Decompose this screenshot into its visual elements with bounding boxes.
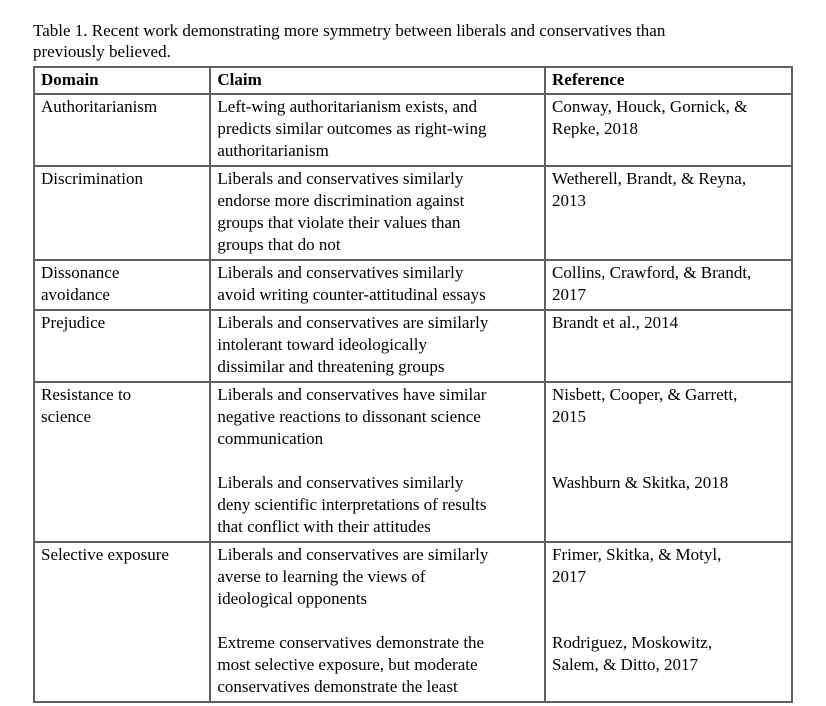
claim-paragraph: Liberals and conservatives are similarly…	[217, 313, 489, 376]
domain-cell: Resistance to science	[32, 381, 212, 543]
reference-paragraph: Nisbett, Cooper, & Garrett, 2015	[552, 385, 738, 426]
header-reference: Reference	[544, 66, 793, 95]
claim-cell: Liberals and conservatives are similarly…	[209, 541, 547, 703]
table-header: Domain Claim Reference	[32, 66, 793, 95]
reference-cell: Wetherell, Brandt, & Reyna, 2013	[544, 165, 793, 261]
table-row: Resistance to science Liberals and conse…	[32, 381, 793, 543]
header-row: Domain Claim Reference	[32, 66, 793, 95]
domain-text: Dissonance avoidance	[41, 263, 120, 304]
domain-text: Prejudice	[41, 313, 106, 332]
domain-cell: Authoritarianism	[32, 93, 212, 167]
domain-text: Authoritarianism	[41, 97, 158, 116]
table-row: Dissonance avoidance Liberals and conser…	[32, 259, 793, 311]
reference-paragraph: Rodriguez, Moskowitz, Salem, & Ditto, 20…	[552, 633, 713, 674]
reference-cell: Frimer, Skitka, & Motyl, 2017 Rodriguez, …	[544, 541, 793, 703]
table-row: Authoritarianism Left-wing authoritarian…	[32, 93, 793, 167]
reference-paragraph: Frimer, Skitka, & Motyl, 2017	[552, 545, 722, 586]
reference-cell: Collins, Crawford, & Brandt, 2017	[544, 259, 793, 311]
reference-cell: Conway, Houck, Gornick, & Repke, 2018	[544, 93, 793, 167]
reference-paragraph: Wetherell, Brandt, & Reyna, 2013	[552, 169, 747, 210]
reference-cell: Brandt et al., 2014	[544, 309, 793, 383]
claim-paragraph: Liberals and conservatives similarly avo…	[217, 263, 486, 304]
claim-paragraph: Extreme conservatives demonstrate the mo…	[217, 633, 485, 696]
domain-cell: Selective exposure	[32, 541, 212, 703]
table-row: Prejudice Liberals and conservatives are…	[32, 309, 793, 383]
claim-paragraph: Liberals and conservatives have similar …	[217, 385, 487, 448]
reference-paragraph: Collins, Crawford, & Brandt, 2017	[552, 263, 752, 304]
domain-cell: Discrimination	[32, 165, 212, 261]
domain-text: Discrimination	[41, 169, 143, 188]
claim-cell: Liberals and conservatives similarly end…	[209, 165, 547, 261]
table-row: Selective exposure Liberals and conserva…	[32, 541, 793, 703]
header-claim: Claim	[209, 66, 547, 95]
claim-cell: Liberals and conservatives are similarly…	[209, 309, 547, 383]
table-row: Discrimination Liberals and conservative…	[32, 165, 793, 261]
claim-paragraph: Liberals and conservatives similarly den…	[217, 473, 487, 536]
claim-paragraph: Liberals and conservatives similarly end…	[217, 169, 465, 254]
reference-paragraph: Washburn & Skitka, 2018	[552, 473, 729, 492]
table-caption: Table 1. Recent work demonstrating more …	[33, 21, 666, 61]
domain-cell: Dissonance avoidance	[32, 259, 212, 311]
reference-cell: Nisbett, Cooper, & Garrett, 2015 Washburn…	[544, 381, 793, 543]
claim-paragraph: Liberals and conservatives are similarly…	[217, 545, 489, 608]
claim-cell: Liberals and conservatives similarly avo…	[209, 259, 547, 311]
header-domain: Domain	[32, 66, 212, 95]
reference-paragraph: Brandt et al., 2014	[552, 313, 679, 332]
claim-paragraph: Left-wing authoritarianism exists, and p…	[217, 97, 487, 160]
table-body: Authoritarianism Left-wing authoritarian…	[32, 93, 793, 703]
symmetry-table: Domain Claim Reference Authoritarianism …	[32, 66, 793, 703]
domain-text: Resistance to science	[41, 385, 132, 426]
reference-paragraph: Conway, Houck, Gornick, & Repke, 2018	[552, 97, 748, 138]
domain-cell: Prejudice	[32, 309, 212, 383]
claim-cell: Liberals and conservatives have similar …	[209, 381, 547, 543]
claim-cell: Left-wing authoritarianism exists, and p…	[209, 93, 547, 167]
domain-text: Selective exposure	[41, 545, 169, 564]
